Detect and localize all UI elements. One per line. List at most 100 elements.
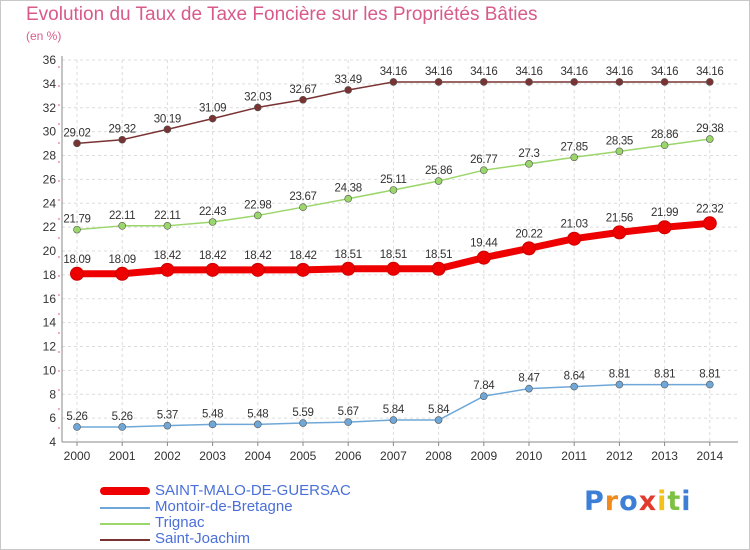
data-label: 34.16 bbox=[561, 66, 588, 78]
data-label: 18.42 bbox=[244, 250, 271, 262]
data-point bbox=[299, 95, 307, 104]
data-label: 34.16 bbox=[515, 66, 542, 78]
y-tick-label: 34 bbox=[43, 77, 57, 91]
data-point bbox=[208, 218, 217, 226]
x-tick-label: 2007 bbox=[380, 449, 407, 463]
data-point bbox=[612, 225, 627, 240]
x-tick-label: 2014 bbox=[696, 449, 723, 463]
data-point bbox=[660, 78, 669, 86]
data-label: 5.48 bbox=[247, 408, 268, 420]
data-label: 5.26 bbox=[66, 411, 87, 423]
data-point bbox=[208, 420, 217, 429]
data-point bbox=[570, 153, 579, 162]
y-tick-label: 28 bbox=[43, 149, 57, 163]
legend-swatch-saint-malo bbox=[100, 487, 150, 495]
data-point bbox=[570, 78, 579, 86]
data-point bbox=[657, 220, 672, 235]
data-point bbox=[208, 114, 217, 123]
data-point bbox=[344, 194, 353, 203]
logo-letter: o bbox=[619, 486, 639, 517]
data-point bbox=[434, 78, 443, 86]
data-label: 32.03 bbox=[244, 91, 271, 103]
data-label: 18.51 bbox=[380, 249, 407, 261]
y-tick-label: 30 bbox=[43, 125, 57, 139]
logo-letter: r bbox=[604, 486, 620, 517]
legend-label-saint-joachim: Saint-Joachim bbox=[155, 530, 251, 547]
x-tick-label: 2010 bbox=[516, 449, 543, 463]
data-point bbox=[341, 261, 356, 276]
y-tick-label: 8 bbox=[49, 387, 56, 401]
x-tick-label: 2000 bbox=[64, 449, 91, 463]
data-label: 29.02 bbox=[63, 127, 90, 139]
data-point bbox=[205, 262, 220, 277]
data-label: 5.26 bbox=[112, 411, 133, 423]
data-label: 18.09 bbox=[63, 254, 90, 266]
data-label: 31.09 bbox=[199, 103, 226, 115]
data-point bbox=[479, 392, 488, 400]
data-label: 23.67 bbox=[289, 191, 316, 203]
data-point bbox=[160, 262, 175, 277]
data-label: 8.81 bbox=[609, 369, 630, 381]
logo-letter: x bbox=[638, 486, 658, 517]
y-tick-label: 4 bbox=[49, 435, 56, 449]
data-point bbox=[525, 160, 533, 168]
data-point bbox=[705, 78, 714, 86]
data-point bbox=[434, 177, 443, 185]
legend-label-montoir: Montoir-de-Bretagne bbox=[155, 498, 293, 515]
data-label: 26.77 bbox=[470, 154, 497, 166]
data-label: 5.59 bbox=[292, 407, 313, 419]
x-tick-label: 2005 bbox=[290, 449, 317, 463]
data-point bbox=[299, 419, 307, 427]
data-label: 22.11 bbox=[154, 210, 180, 222]
data-label: 19.44 bbox=[470, 238, 498, 250]
y-tick-label: 6 bbox=[49, 411, 56, 425]
data-point bbox=[253, 103, 262, 112]
data-label: 28.35 bbox=[606, 135, 633, 147]
data-point bbox=[118, 135, 126, 144]
data-label: 8.81 bbox=[699, 369, 720, 381]
data-point bbox=[434, 416, 443, 424]
data-point bbox=[522, 241, 536, 256]
data-point bbox=[163, 222, 172, 230]
data-label: 33.49 bbox=[335, 74, 362, 86]
x-tick-label: 2012 bbox=[606, 449, 633, 463]
data-point bbox=[386, 261, 401, 276]
data-label: 29.32 bbox=[109, 124, 136, 136]
chart-title: Evolution du Taux de Taxe Foncière sur l… bbox=[26, 4, 538, 25]
data-label: 22.32 bbox=[696, 203, 723, 215]
data-label: 25.11 bbox=[380, 174, 406, 186]
data-label: 21.56 bbox=[606, 212, 633, 224]
data-point bbox=[118, 222, 126, 230]
data-point bbox=[73, 139, 81, 148]
logo-letter: i bbox=[657, 486, 668, 517]
data-point bbox=[344, 86, 353, 94]
y-tick-label: 20 bbox=[43, 244, 57, 258]
data-label: 21.99 bbox=[651, 207, 678, 219]
data-point bbox=[567, 231, 582, 246]
data-point bbox=[389, 186, 398, 194]
x-tick-label: 2003 bbox=[199, 449, 226, 463]
data-point bbox=[163, 421, 172, 430]
y-tick-label: 14 bbox=[43, 316, 57, 330]
y-tick-label: 26 bbox=[43, 172, 57, 186]
logo-letter: i bbox=[681, 486, 692, 517]
data-point bbox=[73, 423, 81, 431]
data-label: 34.16 bbox=[470, 66, 497, 78]
data-point bbox=[570, 382, 579, 391]
y-tick-label: 16 bbox=[43, 292, 57, 306]
data-label: 27.85 bbox=[561, 141, 588, 153]
data-point bbox=[344, 418, 353, 426]
data-label: 22.98 bbox=[244, 199, 271, 211]
data-point bbox=[296, 262, 310, 277]
data-point bbox=[479, 78, 488, 86]
legend-swatch-trignac bbox=[100, 523, 150, 525]
x-tick-label: 2009 bbox=[470, 449, 497, 463]
y-tick-label: 18 bbox=[43, 268, 57, 282]
x-tick-label: 2011 bbox=[561, 449, 587, 463]
data-label: 21.03 bbox=[561, 219, 588, 231]
data-point bbox=[389, 78, 398, 86]
data-label: 8.47 bbox=[518, 373, 539, 385]
data-label: 22.11 bbox=[109, 210, 135, 222]
chart-subtitle: (en %) bbox=[26, 29, 62, 43]
legend-label-trignac: Trignac bbox=[155, 514, 205, 531]
